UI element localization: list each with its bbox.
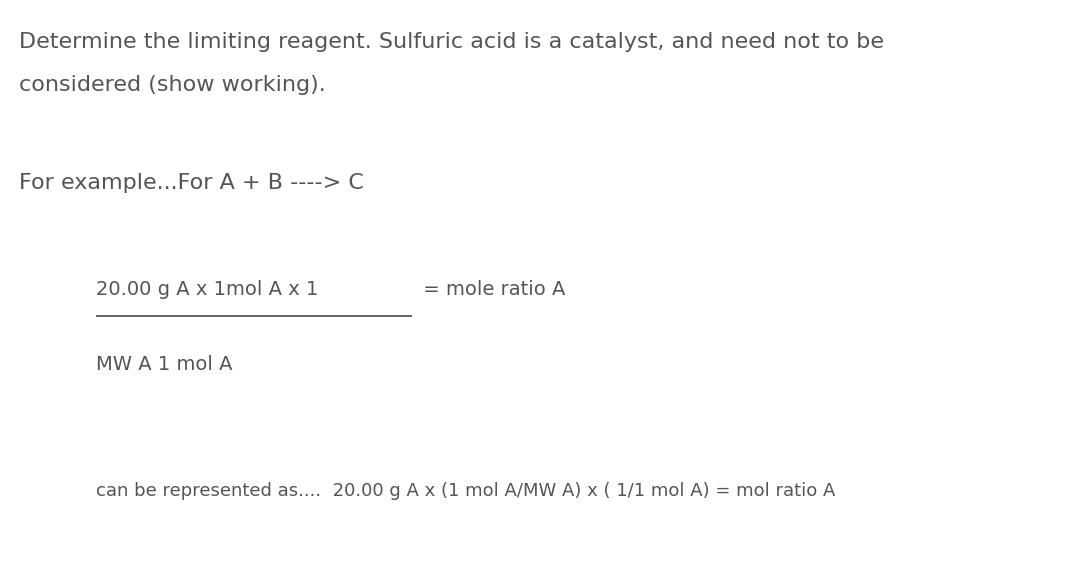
Text: = mole ratio A: = mole ratio A	[417, 280, 566, 299]
Text: can be represented as....  20.00 g A x (1 mol A/MW A) x ( 1/1 mol A) = mol ratio: can be represented as.... 20.00 g A x (1…	[96, 482, 836, 500]
Text: For example...For A + B ----> C: For example...For A + B ----> C	[19, 173, 365, 193]
Text: considered (show working).: considered (show working).	[19, 75, 326, 95]
Text: Determine the limiting reagent. Sulfuric acid is a catalyst, and need not to be: Determine the limiting reagent. Sulfuric…	[19, 32, 884, 52]
Text: 20.00 g A x 1mol A x 1: 20.00 g A x 1mol A x 1	[96, 280, 319, 299]
Text: MW A 1 mol A: MW A 1 mol A	[96, 355, 233, 374]
